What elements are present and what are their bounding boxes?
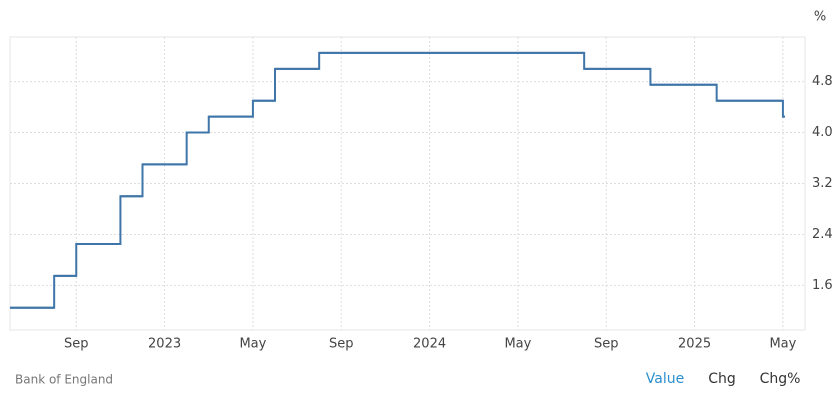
x-tick-label: May	[504, 337, 531, 352]
y-tick-label: 4.0	[812, 125, 833, 140]
tab[interactable]: Value	[646, 371, 684, 387]
source: Bank of England	[15, 373, 113, 387]
x-tick-label: Sep	[329, 337, 354, 352]
x-tick-label: Sep	[64, 337, 89, 352]
unit-label: %	[814, 10, 826, 25]
x-tick-label: May	[239, 337, 266, 352]
tab[interactable]: Chg%	[760, 371, 801, 387]
tab[interactable]: Chg	[708, 371, 736, 387]
tabs: Value Chg Chg%	[646, 371, 801, 387]
x-tick-label: May	[769, 337, 796, 352]
y-tick-label: 1.6	[812, 278, 833, 293]
y-tick-label: 3.2	[812, 176, 833, 191]
y-tick-label: 4.8	[812, 74, 833, 89]
x-tick-label: 2023	[148, 337, 181, 352]
y-tick-label: 2.4	[812, 227, 833, 242]
x-tick-label: 2024	[413, 337, 446, 352]
x-tick-label: 2025	[678, 337, 711, 352]
step-risers	[10, 51, 785, 309]
x-tick-label: Sep	[594, 337, 619, 352]
